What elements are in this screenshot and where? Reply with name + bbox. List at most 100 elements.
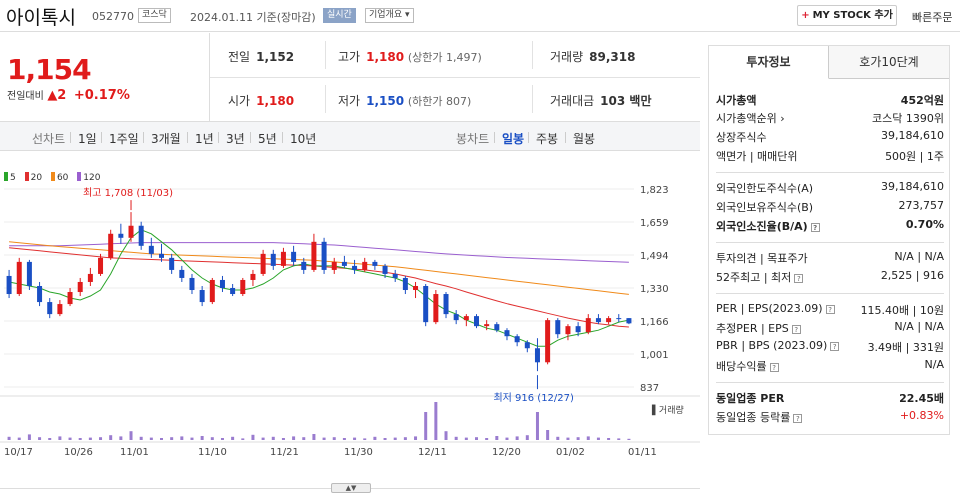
volume-bar bbox=[7, 436, 11, 440]
y-tick-label: 1,659 bbox=[640, 218, 669, 229]
volume-bar bbox=[525, 435, 529, 440]
info-row: 외국인소진율(B/A)? 0.70% bbox=[716, 218, 944, 236]
candle bbox=[402, 277, 408, 291]
max-annotation: 최고 1,708 (11/03) bbox=[83, 187, 173, 199]
price-stats: 전일 1,152 고가 1,180 (상한가 1,497) 거래량 89,318 시가… bbox=[210, 33, 700, 121]
volume-bar bbox=[231, 436, 235, 440]
info-label: 동일업종 등락률? bbox=[716, 409, 803, 425]
candle bbox=[47, 302, 53, 315]
price-box: 1,154 전일대비 ▲2 +0.17% bbox=[0, 33, 210, 121]
y-tick-label: 837 bbox=[640, 383, 659, 394]
candle-monthly[interactable]: 월봉 bbox=[573, 132, 596, 146]
period-5y[interactable]: 5년 bbox=[258, 132, 277, 146]
candle bbox=[291, 251, 297, 262]
volume-bar bbox=[414, 436, 418, 440]
help-icon[interactable]: ? bbox=[791, 325, 801, 334]
candle bbox=[545, 320, 551, 363]
volume-bar bbox=[475, 437, 478, 440]
info-label: 시가총액순위 › bbox=[716, 112, 785, 125]
help-icon[interactable]: ? bbox=[769, 363, 779, 372]
x-tick-label: 11/01 bbox=[120, 447, 149, 458]
info-row: PER | EPS(2023.09)? 115.40배 | 10원 bbox=[716, 302, 944, 320]
info-row: 동일업종 PER 22.45배 bbox=[716, 390, 944, 408]
candle bbox=[57, 304, 63, 315]
candle bbox=[585, 318, 591, 333]
y-tick-label: 1,823 bbox=[640, 185, 669, 196]
help-icon[interactable]: ? bbox=[793, 414, 803, 423]
info-row: 추정PER | EPS? N/A | N/A bbox=[716, 320, 944, 338]
tab-investment-info[interactable]: 투자정보 bbox=[709, 46, 829, 79]
volume-bar bbox=[444, 431, 448, 440]
volume-bar bbox=[109, 435, 113, 440]
volume-bar bbox=[210, 437, 214, 440]
volume-bar bbox=[99, 437, 103, 440]
y-tick-label: 1,166 bbox=[640, 317, 669, 328]
info-row: 시가총액 452억원 bbox=[716, 92, 944, 110]
company-info-dropdown[interactable]: 기업개요 ▾ bbox=[365, 8, 414, 23]
period-10y[interactable]: 10년 bbox=[290, 132, 317, 146]
volume-bar bbox=[190, 437, 194, 440]
candle bbox=[219, 279, 225, 288]
info-value: +0.83% bbox=[899, 409, 944, 422]
help-icon[interactable]: ? bbox=[830, 342, 840, 351]
candle bbox=[67, 292, 73, 305]
tab-order-book[interactable]: 호가10단계 bbox=[829, 46, 949, 79]
candle bbox=[311, 241, 317, 270]
info-label: 외국인한도주식수(A) bbox=[716, 182, 814, 195]
candle bbox=[128, 225, 134, 238]
prev-close: 전일 1,152 bbox=[228, 50, 295, 64]
candle bbox=[433, 294, 439, 323]
candle bbox=[514, 336, 520, 343]
price-chart[interactable]: 5 20 60 120 1,823 1,659 1,494 1,330 1,166 1,0… bbox=[0, 152, 700, 500]
candle bbox=[463, 316, 469, 321]
ma-5-line bbox=[9, 229, 629, 347]
realtime-button[interactable]: 실시간 bbox=[323, 8, 356, 23]
candle bbox=[260, 253, 266, 274]
volume-bar bbox=[160, 438, 163, 440]
info-value: 273,757 bbox=[898, 199, 945, 212]
candle bbox=[189, 277, 195, 291]
period-bar: 선차트 1일 1주일 3개월 1년 3년 5년 10년 봉차트 일봉 주봉 월봉 bbox=[0, 121, 700, 151]
period-1y[interactable]: 1년 bbox=[195, 132, 214, 146]
resize-handle[interactable]: ▲▼ bbox=[331, 483, 371, 493]
volume-bar bbox=[586, 436, 590, 440]
quick-order-link[interactable]: 빠른주문 bbox=[912, 11, 953, 24]
info-label: 시가총액 bbox=[716, 94, 757, 107]
investment-info-panel: 투자정보 호가10단계 시가총액 452억원 시가총액순위 › 코스닥 1390위 상장… bbox=[708, 45, 950, 435]
volume-bar bbox=[403, 437, 407, 440]
volume-bar bbox=[495, 436, 499, 440]
candle-weekly[interactable]: 주봉 bbox=[536, 132, 559, 146]
info-label: 액면가 | 매매단위 bbox=[716, 150, 798, 163]
period-3m[interactable]: 3개월 bbox=[151, 132, 181, 146]
candle bbox=[362, 261, 368, 270]
legend-ma5: 5 bbox=[4, 172, 16, 183]
info-row: 액면가 | 매매단위 500원 | 1주 bbox=[716, 148, 944, 166]
my-stock-add-button[interactable]: + MY STOCK 추가 bbox=[797, 5, 897, 26]
info-label: PER | EPS(2023.09)? bbox=[716, 302, 835, 315]
volume-bar bbox=[515, 436, 519, 440]
help-icon[interactable]: ? bbox=[825, 305, 835, 314]
ma-legend: 5 20 60 120 bbox=[4, 172, 106, 183]
volume-bar bbox=[129, 431, 133, 440]
volume-bar bbox=[454, 436, 458, 440]
volume-bar bbox=[200, 436, 204, 440]
candle bbox=[6, 275, 12, 295]
period-1d[interactable]: 1일 bbox=[78, 132, 97, 146]
candle-daily[interactable]: 일봉 bbox=[502, 132, 525, 146]
candle bbox=[270, 253, 276, 266]
volume-bar bbox=[353, 437, 357, 440]
info-row: PBR | BPS (2023.09)? 3.49배 | 331원 bbox=[716, 339, 944, 357]
low-price: 저가 1,150 (하한가 807) bbox=[338, 94, 472, 108]
volume-bar bbox=[119, 436, 123, 440]
candle bbox=[565, 326, 571, 335]
x-tick-label: 12/11 bbox=[418, 447, 447, 458]
period-3y[interactable]: 3년 bbox=[226, 132, 245, 146]
volume-bar bbox=[180, 436, 184, 440]
help-icon[interactable]: ? bbox=[794, 274, 804, 283]
period-1w[interactable]: 1주일 bbox=[109, 132, 139, 146]
diff-label: 전일대비 bbox=[7, 91, 44, 102]
volume-bar bbox=[312, 434, 316, 440]
volume-bar bbox=[17, 437, 21, 440]
help-icon[interactable]: ? bbox=[810, 223, 820, 232]
info-value: 코스닥 1390위 bbox=[872, 112, 944, 125]
